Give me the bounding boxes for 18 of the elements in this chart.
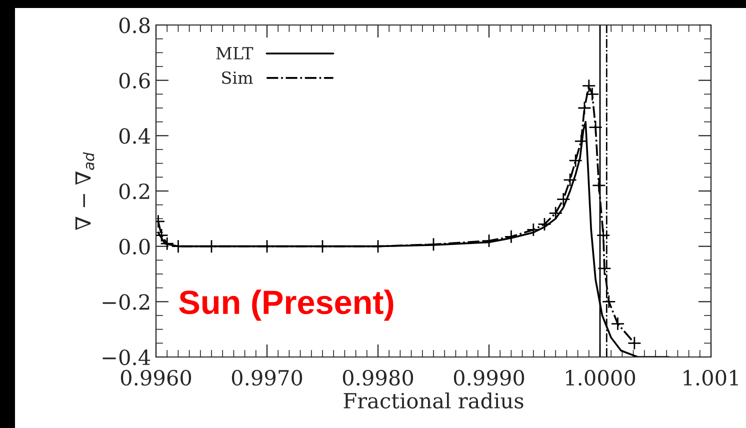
x-tick-label: 0.9990: [454, 370, 524, 386]
annotation: Sun (Present): [179, 290, 394, 321]
y-tick-label: 0.0: [119, 238, 150, 255]
x-tick-label: 0.9970: [232, 370, 302, 386]
x-tick-label: 0.9960: [120, 370, 192, 386]
y-tick-label: −0.2: [102, 294, 150, 310]
x-tick-label: 1.0000: [566, 370, 636, 386]
y-tick-label: −0.4: [102, 349, 150, 366]
x-tick-label: 0.9980: [342, 370, 414, 386]
y-tick-label: 0.8: [119, 17, 150, 34]
y-tick-label: 0.6: [119, 72, 150, 89]
x-tick-label: 1.001: [684, 370, 738, 386]
y-axis-title: ∇ − ∇$_{ad}$: [75, 152, 94, 230]
legend-label: Sim: [222, 71, 253, 84]
x-axis-title: Fractional radius: [344, 392, 524, 409]
y-tick-label: 0.2: [119, 183, 150, 200]
y-tick-label: 0.4: [119, 128, 150, 144]
legend-label: MLT: [216, 47, 254, 60]
